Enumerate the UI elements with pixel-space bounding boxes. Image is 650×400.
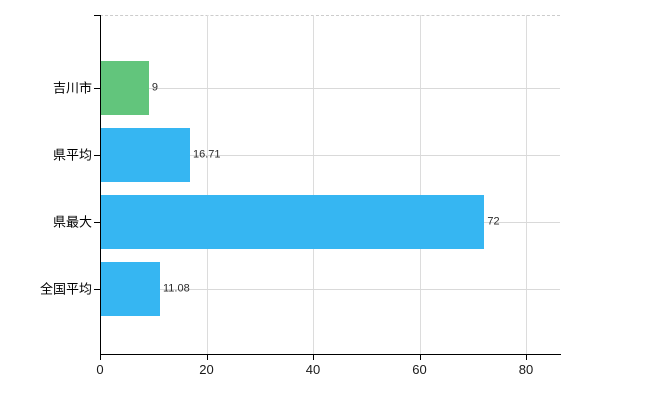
gridline-horizontal: [100, 155, 560, 156]
x-tick-label: 60: [412, 362, 427, 377]
bar: [101, 195, 485, 249]
value-label: 72: [487, 215, 500, 228]
x-axis-tick: [206, 355, 208, 360]
x-axis-tick: [419, 355, 421, 360]
category-label: 県最大: [52, 214, 92, 230]
value-label: 16.71: [192, 148, 221, 161]
value-label: 11.08: [163, 282, 190, 295]
x-tick-label: 40: [305, 362, 321, 377]
gridline-vertical: [419, 15, 421, 354]
gridline-horizontal: [100, 289, 560, 290]
gridline-vertical: [526, 15, 527, 354]
category-label: 全国平均: [39, 281, 92, 297]
category-label: 吉川市: [52, 80, 92, 96]
y-axis-tick: [94, 222, 100, 223]
y-axis-tick: [94, 88, 100, 89]
x-axis-line: [100, 354, 561, 355]
x-tick-label: 0: [96, 362, 104, 377]
x-axis-tick: [526, 355, 527, 360]
value-label: 9: [151, 81, 159, 94]
x-tick-label: 20: [199, 362, 214, 377]
y-axis-line: [100, 15, 101, 354]
category-label: 県平均: [52, 147, 92, 163]
bar: [101, 61, 149, 115]
bar: [101, 128, 190, 182]
gridline-horizontal: [100, 88, 560, 89]
x-axis-tick: [100, 355, 101, 360]
y-axis-top-tick: [94, 15, 100, 16]
x-tick-label: 80: [518, 362, 534, 377]
x-axis-tick: [313, 355, 314, 360]
y-axis-tick: [94, 289, 100, 290]
bar: [101, 262, 160, 316]
gridline-vertical: [206, 15, 208, 354]
y-axis-tick: [94, 155, 100, 156]
plot-top-border: [100, 15, 560, 16]
gridline-vertical: [313, 15, 314, 354]
